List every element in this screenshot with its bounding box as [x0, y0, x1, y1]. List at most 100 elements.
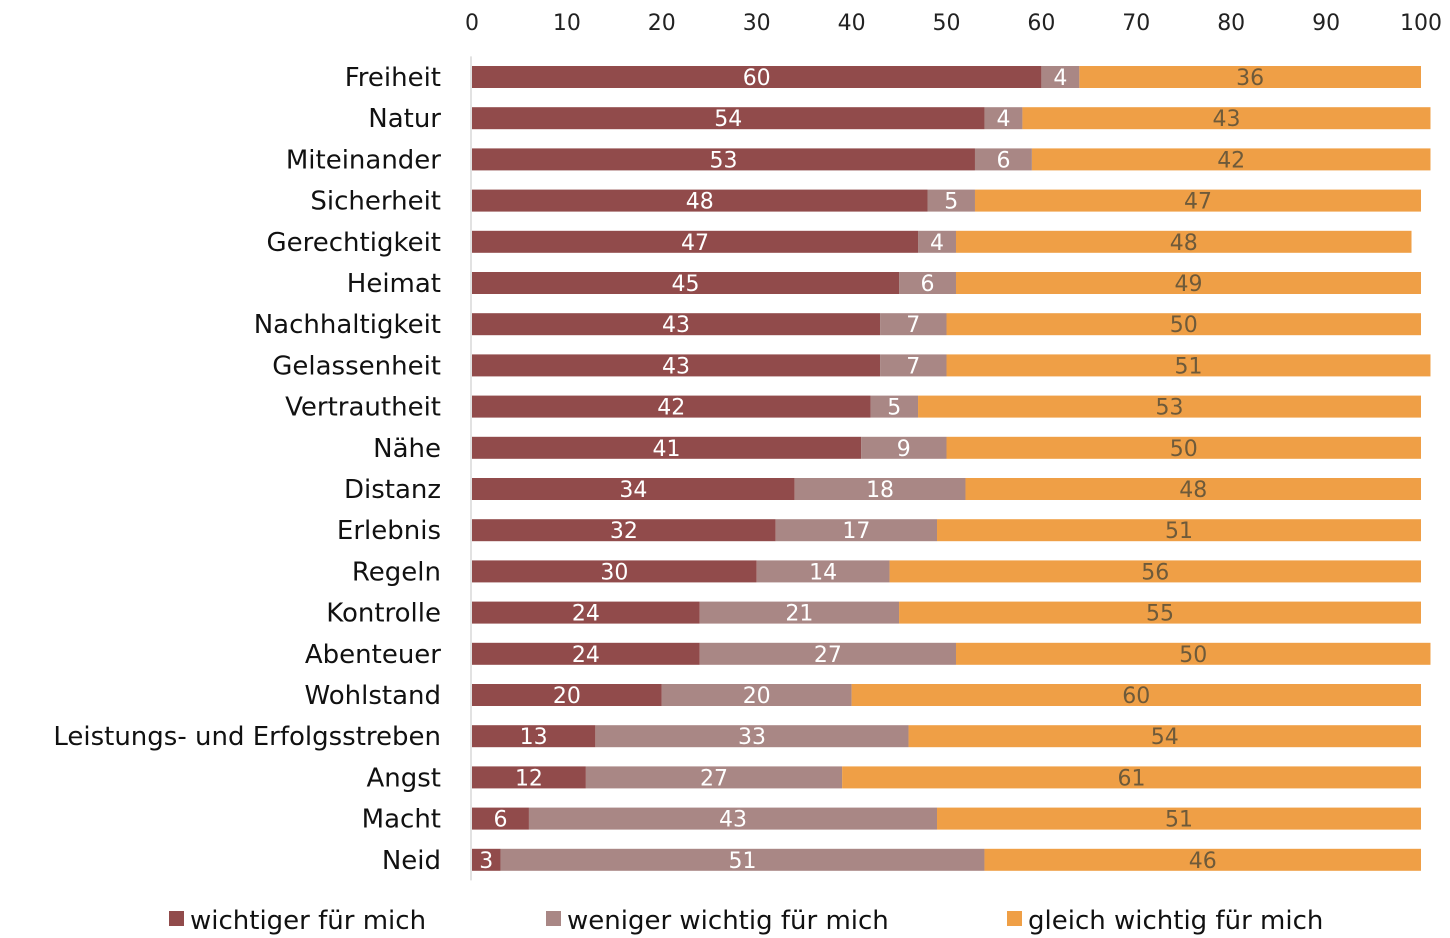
data-label: 21 [785, 602, 813, 627]
data-label: 43 [719, 808, 747, 833]
bar-segment [472, 642, 700, 665]
category-label: Distanz [344, 475, 441, 505]
bar-segment [1022, 107, 1431, 130]
data-label: 6 [996, 148, 1010, 173]
category-label: Kontrolle [326, 599, 441, 629]
x-tick-label: 80 [1217, 11, 1245, 36]
bar-segment [472, 766, 586, 789]
data-label: 33 [738, 725, 766, 750]
x-tick-label: 30 [743, 11, 771, 36]
bar-segment [899, 601, 1421, 624]
bar-segment [842, 766, 1421, 789]
x-tick-label: 40 [838, 11, 866, 36]
data-label: 32 [610, 519, 638, 544]
data-label: 41 [653, 437, 681, 462]
category-label: Gerechtigkeit [267, 228, 442, 258]
data-label: 51 [1174, 354, 1202, 379]
data-label: 43 [662, 313, 690, 338]
bar-segment [472, 684, 662, 706]
bar-segment [946, 436, 1421, 459]
bar-segment [595, 725, 909, 748]
category-label: Heimat [347, 269, 441, 299]
bar-segment [899, 272, 956, 294]
data-label: 5 [887, 396, 901, 421]
x-tick-label: 10 [553, 11, 581, 36]
data-label: 61 [1118, 766, 1146, 791]
category-label: Leistungs- und Erfolgsstreben [53, 722, 441, 752]
x-tick-label: 60 [1027, 11, 1055, 36]
category-label: Erlebnis [337, 516, 441, 546]
category-label: Angst [366, 763, 441, 793]
data-label: 51 [728, 849, 756, 874]
data-label: 4 [1053, 66, 1067, 91]
bar-segment [472, 601, 700, 624]
data-label: 30 [600, 560, 628, 585]
category-label: Nachhaltigkeit [254, 310, 441, 340]
legend-label: weniger wichtig für mich [567, 906, 889, 936]
bar-segment [974, 148, 1032, 171]
bar-segment [1079, 66, 1421, 88]
bar-segment [472, 230, 919, 253]
data-label: 48 [1179, 478, 1207, 503]
x-tick-label: 0 [465, 11, 479, 36]
data-label: 42 [657, 396, 685, 421]
bar-segment [918, 395, 1421, 418]
bar-segment [984, 848, 1421, 871]
data-label: 60 [743, 66, 771, 91]
data-label: 47 [681, 231, 709, 256]
bar-segment [775, 519, 938, 542]
data-label: 53 [709, 148, 737, 173]
legend-label: wichtiger für mich [190, 906, 426, 936]
data-label: 50 [1170, 437, 1198, 462]
bar-segment [955, 642, 1431, 665]
category-label: Neid [382, 846, 441, 876]
bar-segment [851, 684, 1421, 706]
bar-segment [661, 684, 852, 706]
data-label: 50 [1170, 313, 1198, 338]
data-label: 47 [1184, 190, 1212, 215]
bar-segment [528, 807, 938, 830]
data-label: 9 [897, 437, 911, 462]
bar-segment [756, 560, 890, 583]
bar-segment [699, 642, 956, 665]
category-label: Wohlstand [305, 681, 441, 711]
bar-segment [472, 519, 776, 542]
data-label: 12 [515, 766, 543, 791]
legend-label: gleich wichtig für mich [1028, 906, 1323, 936]
data-label: 55 [1146, 602, 1174, 627]
bar-segment [472, 560, 757, 583]
bar-segment [472, 272, 900, 294]
data-label: 4 [930, 231, 944, 256]
data-label: 48 [1170, 231, 1198, 256]
data-label: 49 [1174, 272, 1202, 297]
bar-segment [472, 313, 881, 336]
data-label: 43 [662, 354, 690, 379]
bar-segment [861, 436, 947, 459]
category-label: Gelassenheit [272, 351, 441, 381]
data-label: 48 [686, 190, 714, 215]
data-label: 4 [996, 107, 1010, 132]
data-label: 60 [1122, 684, 1150, 709]
data-label: 6 [493, 808, 507, 833]
data-label: 46 [1189, 849, 1217, 874]
x-tick-label: 100 [1400, 11, 1442, 36]
data-label: 7 [906, 354, 920, 379]
data-label: 45 [672, 272, 700, 297]
data-label: 3 [479, 849, 493, 874]
category-label: Sicherheit [310, 187, 441, 217]
data-label: 54 [714, 107, 742, 132]
bar-segment [880, 354, 947, 377]
data-label: 27 [700, 766, 728, 791]
bar-segment [1041, 66, 1080, 88]
bar-segment [937, 519, 1421, 542]
bar-segment [870, 395, 919, 418]
bar-segment [889, 560, 1421, 583]
x-tick-label: 70 [1122, 11, 1150, 36]
x-axis: 0 10 20 30 40 50 60 70 80 90 100 [465, 11, 1442, 36]
category-labels: Freiheit Natur Miteinander Sicherheit Gerech… [53, 63, 441, 876]
legend: wichtiger für mich weniger wichtig für mi… [169, 906, 1323, 936]
bar-segment [946, 313, 1421, 336]
data-label: 20 [553, 684, 581, 709]
data-label: 27 [814, 643, 842, 668]
bar-segment [880, 313, 947, 336]
